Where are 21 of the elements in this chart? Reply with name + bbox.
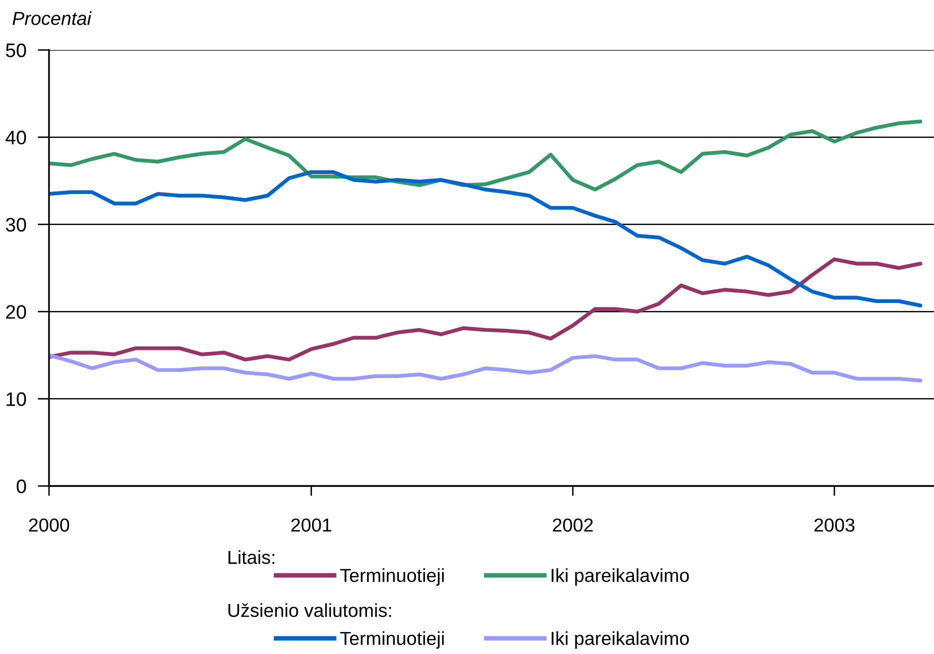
legend-label: Terminuotieji <box>340 631 444 649</box>
y-axis-title: Procentai <box>12 11 92 26</box>
line-series <box>49 257 922 362</box>
x-tick-label: 2000 <box>29 518 70 532</box>
line-series <box>49 353 922 382</box>
legend-label: Iki pareikalavimo <box>552 631 689 649</box>
x-tick-label: 2001 <box>291 518 332 532</box>
text: Užsienio valiutomis: <box>228 603 391 618</box>
y-tick-label: 30 <box>6 218 26 232</box>
line-series <box>49 170 922 308</box>
legend-label: Iki pareikalavimo <box>552 568 689 586</box>
y-tick-label: 20 <box>6 305 26 319</box>
x-tick-label: 2002 <box>552 518 593 532</box>
text: Litais: <box>228 550 274 564</box>
y-tick-label: 10 <box>6 392 26 406</box>
y-tick-label: 50 <box>6 43 26 58</box>
legend-label: Terminuotieji <box>340 568 444 586</box>
x-tick-label: 2003 <box>814 518 854 532</box>
line-series <box>49 120 922 192</box>
y-tick-label: 0 <box>16 479 26 494</box>
y-tick-label: 40 <box>6 130 26 144</box>
